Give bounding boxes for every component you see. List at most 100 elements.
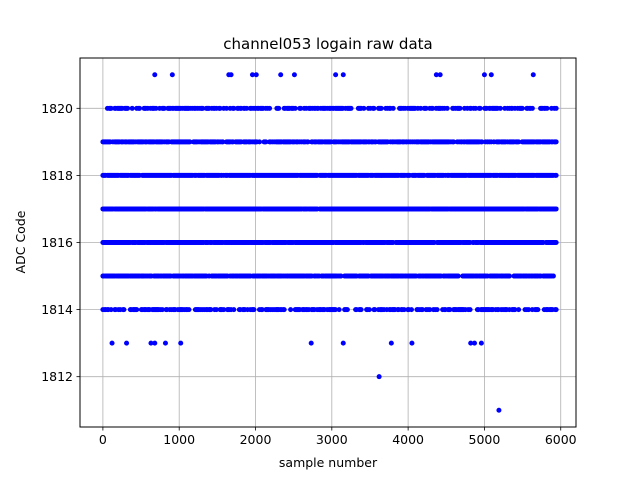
data-point xyxy=(423,105,429,111)
data-point xyxy=(152,340,158,346)
data-point xyxy=(457,105,463,111)
data-point xyxy=(497,105,503,111)
data-point xyxy=(468,340,474,346)
data-point xyxy=(530,72,536,78)
x-tick-label: 2000 xyxy=(240,432,272,447)
data-point xyxy=(553,206,559,212)
data-point xyxy=(348,105,354,111)
data-point xyxy=(208,307,214,313)
data-point xyxy=(529,105,535,111)
data-point xyxy=(553,240,559,245)
data-point xyxy=(340,340,346,346)
y-tick-label: 1818 xyxy=(41,168,73,183)
data-point xyxy=(305,139,311,145)
data-point xyxy=(358,307,364,313)
data-point xyxy=(366,307,372,313)
x-tick-label: 4000 xyxy=(392,432,424,447)
data-point xyxy=(451,139,457,145)
data-point xyxy=(488,72,494,78)
data-point xyxy=(213,307,219,313)
data-point xyxy=(187,139,193,145)
data-point xyxy=(481,72,487,78)
data-point xyxy=(519,105,525,111)
data-point xyxy=(472,340,478,346)
data-point xyxy=(544,105,550,111)
data-point xyxy=(121,307,127,313)
data-point xyxy=(418,105,424,111)
data-point xyxy=(553,172,559,178)
data-point xyxy=(251,307,257,313)
data-point xyxy=(137,105,143,111)
data-point xyxy=(478,340,484,346)
data-point xyxy=(516,139,522,145)
y-axis-label: ADC Code xyxy=(13,210,28,273)
data-point xyxy=(169,72,175,78)
data-point xyxy=(200,105,206,111)
x-tick-label: 0 xyxy=(99,432,107,447)
data-point xyxy=(409,340,415,346)
data-point xyxy=(535,307,541,313)
x-tick-label: 6000 xyxy=(545,432,577,447)
data-point xyxy=(401,307,407,313)
data-point xyxy=(437,72,443,78)
data-point xyxy=(224,105,230,111)
chart-title: channel053 logain raw data xyxy=(223,35,432,53)
data-point xyxy=(124,340,130,346)
axis-ticks: 0 1000 2000 3000 4000 5000 6000 1812 1814 1816 181… xyxy=(41,101,577,447)
data-point xyxy=(332,307,338,313)
data-point xyxy=(473,105,479,111)
data-point xyxy=(427,307,433,313)
data-point xyxy=(148,340,154,346)
y-tick-label: 1814 xyxy=(41,302,73,317)
data-point xyxy=(526,307,532,313)
data-point xyxy=(281,307,287,313)
data-point xyxy=(161,105,167,111)
data-point xyxy=(308,340,314,346)
data-point xyxy=(361,105,367,111)
data-point xyxy=(134,307,140,313)
data-point xyxy=(108,105,114,111)
data-point xyxy=(259,307,265,313)
data-point xyxy=(516,307,522,313)
data-point xyxy=(220,139,226,145)
data-point xyxy=(276,105,282,111)
data-point xyxy=(231,105,237,111)
data-point xyxy=(263,139,269,145)
data-point xyxy=(512,307,518,313)
data-point xyxy=(178,340,184,346)
data-point xyxy=(249,72,255,78)
data-point xyxy=(553,105,559,111)
data-point xyxy=(340,72,346,78)
data-point xyxy=(125,105,131,111)
data-point xyxy=(162,340,168,346)
data-point xyxy=(292,105,298,111)
x-tick-label: 5000 xyxy=(469,432,501,447)
data-point xyxy=(371,105,377,111)
data-point xyxy=(378,105,384,111)
data-point xyxy=(372,307,378,313)
data-point xyxy=(231,307,237,313)
data-point xyxy=(496,407,502,413)
data-point xyxy=(291,72,297,78)
x-tick-label: 3000 xyxy=(316,432,348,447)
data-point xyxy=(244,105,250,111)
y-tick-label: 1812 xyxy=(41,369,73,384)
data-point xyxy=(444,105,450,111)
data-points xyxy=(100,72,559,413)
data-point xyxy=(344,307,350,313)
y-tick-label: 1820 xyxy=(41,101,73,116)
data-point xyxy=(338,273,344,279)
data-point xyxy=(253,72,259,78)
x-tick-label: 1000 xyxy=(163,432,195,447)
data-point xyxy=(298,105,304,111)
data-point xyxy=(477,105,483,111)
data-point xyxy=(447,307,453,313)
data-point xyxy=(467,307,473,313)
data-point xyxy=(129,105,135,111)
data-point xyxy=(159,307,165,313)
data-point xyxy=(228,72,234,78)
data-point xyxy=(376,374,382,380)
data-point xyxy=(553,139,559,145)
data-point xyxy=(336,307,342,313)
